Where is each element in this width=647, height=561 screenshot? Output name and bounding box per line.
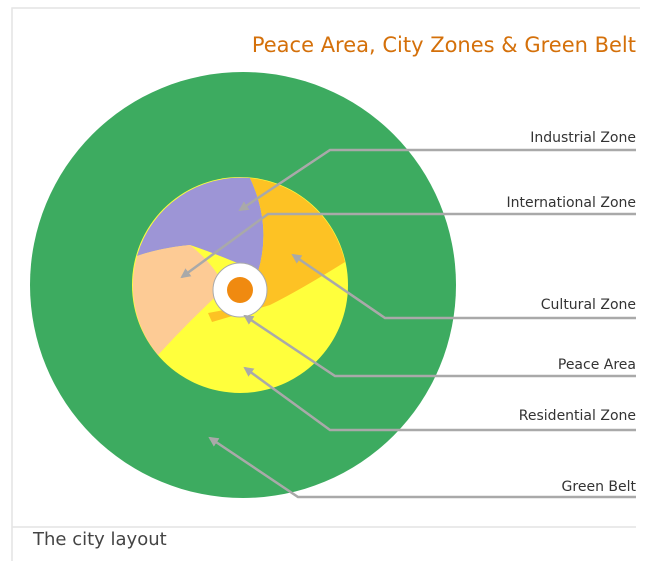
- zone-label: Green Belt: [562, 479, 637, 495]
- frame: [11, 7, 640, 561]
- leader: [243, 366, 636, 432]
- zone-label: Cultural Zone: [541, 297, 636, 313]
- international-zone: [132, 245, 225, 355]
- zone-label: Residential Zone: [519, 408, 636, 424]
- leader: [208, 436, 636, 499]
- zone-label: International Zone: [507, 195, 636, 211]
- title: Peace Area, City Zones & Green Belt: [252, 33, 636, 57]
- leader: [180, 212, 636, 279]
- leader: [291, 253, 636, 320]
- caption: The city layout: [32, 529, 167, 550]
- peace-area: [227, 277, 253, 303]
- zone-label: Peace Area: [558, 357, 636, 373]
- zone-label: Industrial Zone: [530, 130, 636, 146]
- leader: [243, 314, 636, 378]
- industrial-zone: [137, 177, 264, 272]
- leader: [238, 148, 636, 212]
